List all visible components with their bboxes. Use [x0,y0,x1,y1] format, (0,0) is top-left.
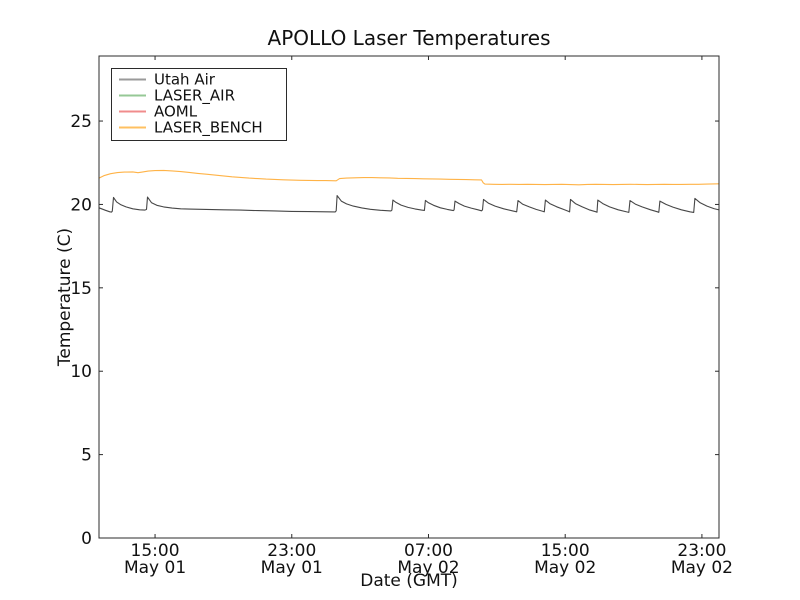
x-tick-label-date: May 02 [397,558,459,578]
legend-label-utah-air: Utah Air [154,71,216,89]
legend-label-aoml: AOML [154,103,198,121]
x-axis-label: Date (GMT) [360,571,458,591]
y-tick-label: 0 [81,529,92,549]
chart-title: APOLLO Laser Temperatures [268,26,551,50]
y-tick-label: 10 [70,362,92,382]
x-tick-label-date: May 01 [261,558,323,578]
x-tick-label-time: 15:00 [541,541,590,561]
y-tick-label: 15 [70,279,92,299]
y-tick-label: 5 [81,446,92,466]
x-tick-label-time: 23:00 [677,541,726,561]
series-line-utah-air [98,195,720,213]
x-tick-label-date: May 02 [534,558,596,578]
y-axis-label: Temperature (C) [55,228,75,367]
x-tick-label-time: 15:00 [131,541,180,561]
legend-label-laser-air: LASER_AIR [154,87,235,106]
x-tick-label-time: 07:00 [404,541,453,561]
series-lines [98,169,720,213]
legend-label-laser-bench: LASER_BENCH [154,119,263,138]
plot-frame [98,55,720,539]
x-tick-label-date: May 01 [124,558,186,578]
series-line-laser-bench [98,169,720,186]
y-tick-label: 20 [70,195,92,215]
x-tick-label-date: May 02 [671,558,733,578]
y-tick-label: 25 [70,112,92,132]
x-tick-label-time: 23:00 [267,541,316,561]
